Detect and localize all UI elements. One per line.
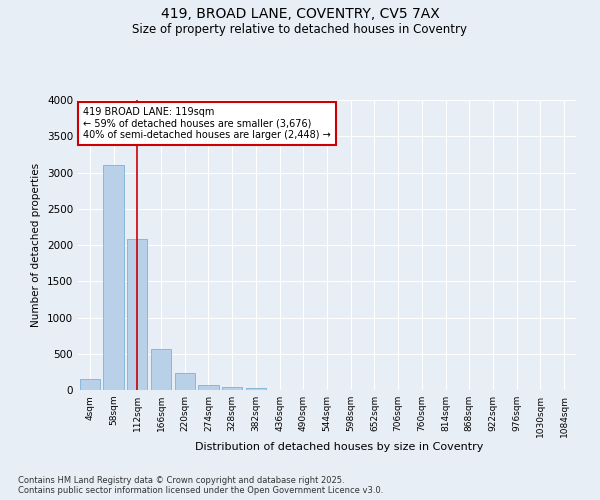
Bar (151, 348, 171, 390)
Bar (246, 388, 266, 390)
Text: Size of property relative to detached houses in Coventry: Size of property relative to detached ho… (133, 22, 467, 36)
Text: 419, BROAD LANE, COVENTRY, CV5 7AX: 419, BROAD LANE, COVENTRY, CV5 7AX (161, 8, 439, 22)
Y-axis label: Number of detached properties: Number of detached properties (31, 163, 41, 327)
Text: Distribution of detached houses by size in Coventry: Distribution of detached houses by size … (195, 442, 483, 452)
Bar (103, 166, 124, 390)
Bar (199, 385, 218, 390)
Bar (222, 387, 242, 390)
Bar (127, 239, 148, 390)
Bar (175, 372, 195, 390)
Text: 419 BROAD LANE: 119sqm
← 59% of detached houses are smaller (3,676)
40% of semi-: 419 BROAD LANE: 119sqm ← 59% of detached… (83, 108, 331, 140)
Bar (80, 379, 100, 390)
Text: Contains HM Land Registry data © Crown copyright and database right 2025.
Contai: Contains HM Land Registry data © Crown c… (18, 476, 383, 495)
